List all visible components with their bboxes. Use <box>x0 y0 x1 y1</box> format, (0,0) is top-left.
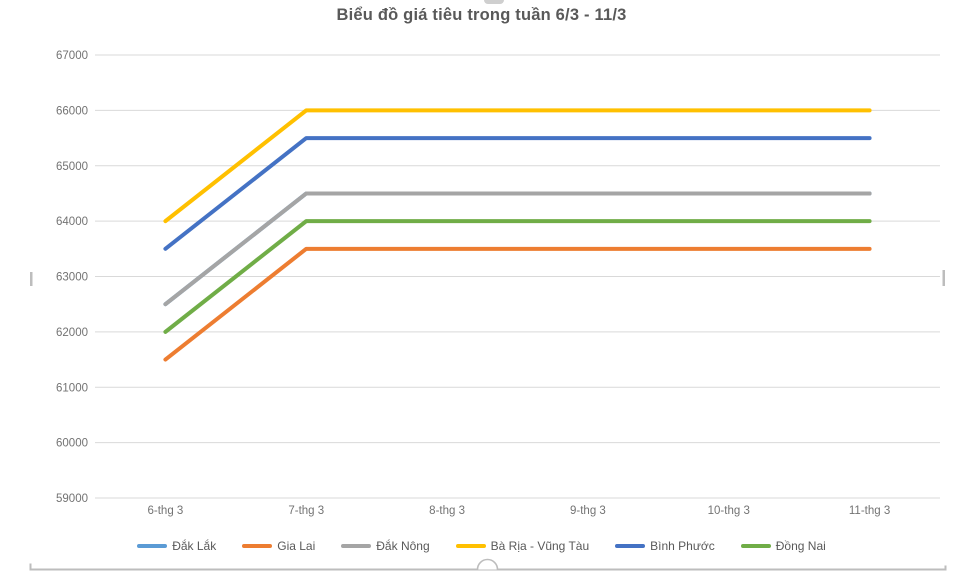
ytick-label-66000: 66000 <box>56 105 88 117</box>
series-line-Bình Phước[interactable] <box>163 136 872 251</box>
ytick-label-59000: 59000 <box>56 493 88 505</box>
legend-label: Bà Rịa - Vũng Tàu <box>490 539 590 553</box>
ytick-label-63000: 63000 <box>56 272 88 284</box>
ytick-label-65000: 65000 <box>56 161 88 173</box>
xtick-label-1: 6-thg 3 <box>148 505 184 517</box>
legend-swatch-icon <box>455 544 486 548</box>
legend-item-Đắk Lắk[interactable]: Đắk Lắk <box>137 539 216 553</box>
legend-item-Gia Lai[interactable]: Gia Lai <box>242 539 315 553</box>
legend-item-Bình Phước[interactable]: Bình Phước <box>615 539 715 553</box>
resize-handle-top-center[interactable] <box>484 0 504 4</box>
series-line-Đắk Nông[interactable] <box>163 191 872 307</box>
legend-swatch-icon <box>341 544 372 548</box>
series-lines-group <box>163 108 872 362</box>
legend-label: Đắk Lắk <box>172 539 217 553</box>
legend-label: Gia Lai <box>277 539 316 553</box>
ytick-label-60000: 60000 <box>56 438 88 450</box>
ytick-label-67000: 67000 <box>56 50 88 62</box>
legend-item-Đồng Nai[interactable]: Đồng Nai <box>740 539 826 553</box>
xtick-label-6: 11-thg 3 <box>849 505 890 517</box>
legend-swatch-icon <box>740 544 771 548</box>
ytick-label-62000: 62000 <box>56 327 88 339</box>
resize-handle-right[interactable] <box>942 270 946 286</box>
series-line-Bà Rịa - Vũng Tàu[interactable] <box>163 108 872 224</box>
xtick-label-2: 7-thg 3 <box>288 505 324 517</box>
xtick-label-5: 10-thg 3 <box>708 505 750 517</box>
legend-swatch-icon <box>137 544 168 548</box>
xtick-label-3: 8-thg 3 <box>429 505 465 517</box>
legend-label: Đồng Nai <box>775 539 826 553</box>
legend-swatch-icon <box>242 544 273 548</box>
legend-label: Bình Phước <box>650 539 715 553</box>
legend-swatch-icon <box>615 544 646 548</box>
ytick-label-64000: 64000 <box>56 216 88 228</box>
resize-handle-left[interactable] <box>30 272 33 286</box>
resize-handle-bottom-center[interactable] <box>476 558 499 570</box>
chart-legend: Đắk Lắk Gia Lai Đắk Nông Bà Rịa - Vũng Tàu B… <box>0 539 963 553</box>
series-line-Gia Lai[interactable] <box>163 246 872 362</box>
legend-label: Đắk Nông <box>376 539 430 553</box>
gridlines-group <box>95 54 940 499</box>
series-line-Đồng Nai[interactable] <box>163 219 872 334</box>
chart-title: Biểu đồ giá tiêu trong tuần 6/3 - 11/3 <box>336 6 627 24</box>
axis-labels-group: 59000 60000 61000 62000 63000 64000 65000 66000… <box>56 50 890 517</box>
legend-item-Đắk Nông[interactable]: Đắk Nông <box>341 539 430 553</box>
ytick-label-61000: 61000 <box>56 382 88 394</box>
chart-selection-handles <box>29 0 947 571</box>
xtick-label-4: 9-thg 3 <box>570 505 606 517</box>
legend-item-Bà Rịa - Vũng Tàu[interactable]: Bà Rịa - Vũng Tàu <box>455 539 590 553</box>
